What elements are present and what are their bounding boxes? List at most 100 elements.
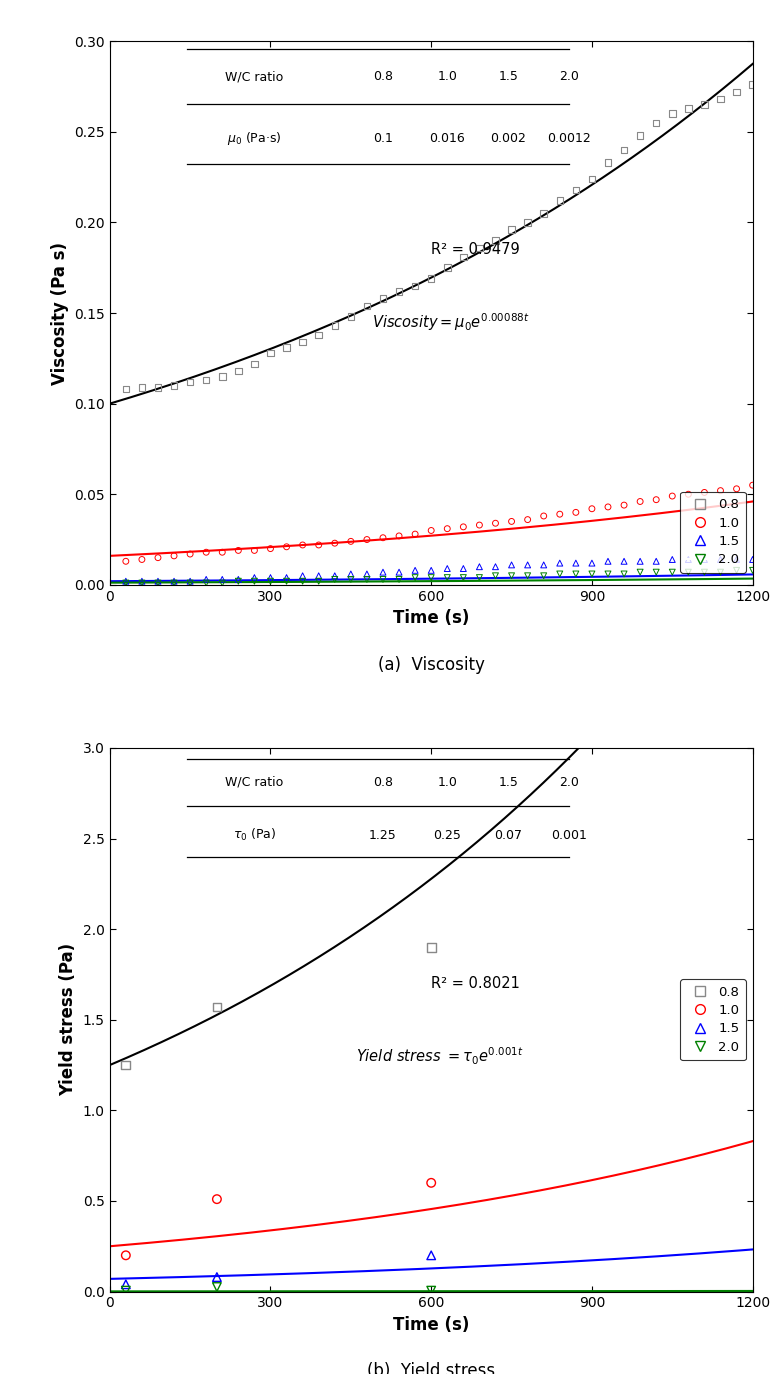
Point	[248, 566, 260, 588]
Point	[216, 572, 229, 594]
Point	[105, 1106, 114, 1123]
Point	[281, 337, 293, 359]
Point	[569, 552, 582, 574]
Point	[586, 497, 598, 519]
Point	[666, 561, 679, 583]
Point	[312, 534, 325, 556]
Point	[746, 548, 759, 570]
Point	[248, 353, 260, 375]
Text: 2.0: 2.0	[560, 70, 579, 84]
Point	[682, 98, 695, 120]
Point	[119, 378, 132, 400]
Text: 1.25: 1.25	[369, 829, 397, 842]
Point	[119, 1274, 132, 1296]
Point	[409, 566, 422, 588]
Point	[376, 526, 389, 548]
Point	[119, 570, 132, 592]
Point	[699, 481, 711, 503]
Point	[569, 502, 582, 523]
Point	[474, 555, 486, 577]
Point	[105, 1138, 114, 1154]
Point	[105, 1121, 114, 1138]
Point	[264, 566, 277, 588]
Point	[264, 570, 277, 592]
Point	[183, 572, 196, 594]
Point	[425, 519, 437, 541]
Point	[602, 551, 615, 573]
Point	[425, 936, 437, 958]
Point	[361, 569, 373, 591]
Point	[345, 305, 358, 327]
Point	[425, 566, 437, 588]
Point	[183, 570, 196, 592]
Point	[441, 257, 453, 279]
Point	[699, 93, 711, 115]
Point	[746, 474, 759, 496]
Point	[136, 572, 148, 594]
Point	[474, 566, 486, 588]
Text: 2.0: 2.0	[560, 776, 579, 789]
Point	[633, 561, 646, 583]
Legend: 0.8, 1.0, 1.5, 2.0: 0.8, 1.0, 1.5, 2.0	[680, 980, 746, 1061]
Y-axis label: Yield stress (Pa): Yield stress (Pa)	[60, 943, 78, 1096]
Text: W/C ratio: W/C ratio	[225, 70, 284, 84]
Point	[312, 565, 325, 587]
Point	[586, 168, 598, 190]
Point	[731, 81, 743, 103]
Text: 0.1: 0.1	[373, 132, 393, 144]
Point	[538, 202, 550, 224]
Point	[216, 569, 229, 591]
Point	[650, 489, 662, 511]
Point	[393, 280, 405, 302]
Point	[151, 376, 165, 398]
Point	[393, 525, 405, 547]
Point	[136, 376, 148, 398]
Point	[457, 566, 470, 588]
Point	[554, 190, 566, 212]
Point	[682, 548, 695, 570]
Point	[151, 570, 165, 592]
Point	[328, 532, 341, 554]
Point	[376, 287, 389, 309]
Point	[200, 370, 212, 392]
Text: 1.5: 1.5	[499, 776, 518, 789]
X-axis label: Time (s): Time (s)	[393, 609, 470, 628]
Point	[345, 569, 358, 591]
Point	[409, 275, 422, 297]
Text: $\mu_0$ (Pa·s): $\mu_0$ (Pa·s)	[227, 131, 281, 147]
Point	[232, 540, 245, 562]
Point	[650, 551, 662, 573]
Point	[666, 548, 679, 570]
Point	[457, 515, 470, 537]
Point	[151, 572, 165, 594]
Text: 0.8: 0.8	[373, 70, 393, 84]
Point	[682, 484, 695, 506]
Point	[105, 1106, 114, 1123]
Text: 1.5: 1.5	[499, 70, 518, 84]
Text: 0.001: 0.001	[551, 829, 587, 842]
Point	[425, 1279, 437, 1301]
Point	[602, 496, 615, 518]
Point	[505, 554, 517, 576]
Point	[618, 563, 630, 585]
Point	[296, 534, 309, 556]
Point	[554, 552, 566, 574]
Point	[538, 554, 550, 576]
Point	[183, 371, 196, 393]
Point	[489, 565, 502, 587]
Text: (b)  Yield stress: (b) Yield stress	[367, 1362, 495, 1374]
Point	[119, 1054, 132, 1076]
Point	[312, 324, 325, 346]
Point	[618, 551, 630, 573]
Point	[151, 547, 165, 569]
Point	[281, 566, 293, 588]
Point	[474, 236, 486, 258]
Point	[441, 566, 453, 588]
Text: 0.25: 0.25	[434, 829, 461, 842]
Point	[554, 563, 566, 585]
Text: 0.07: 0.07	[495, 829, 522, 842]
Point	[136, 570, 148, 592]
Point	[441, 518, 453, 540]
Point	[505, 510, 517, 532]
Point	[650, 111, 662, 133]
